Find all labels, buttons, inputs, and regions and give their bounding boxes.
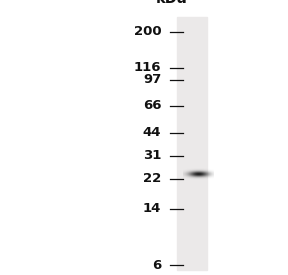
Text: 66: 66 (143, 99, 161, 112)
Text: 44: 44 (143, 126, 161, 139)
Text: 6: 6 (152, 259, 161, 272)
Bar (177, 16, 207, 270)
Text: 200: 200 (134, 25, 161, 38)
Text: 97: 97 (143, 73, 161, 86)
Text: 14: 14 (143, 202, 161, 215)
Text: kDa: kDa (156, 0, 187, 6)
Text: 116: 116 (134, 61, 161, 75)
Text: 22: 22 (143, 172, 161, 185)
Text: 31: 31 (143, 149, 161, 162)
